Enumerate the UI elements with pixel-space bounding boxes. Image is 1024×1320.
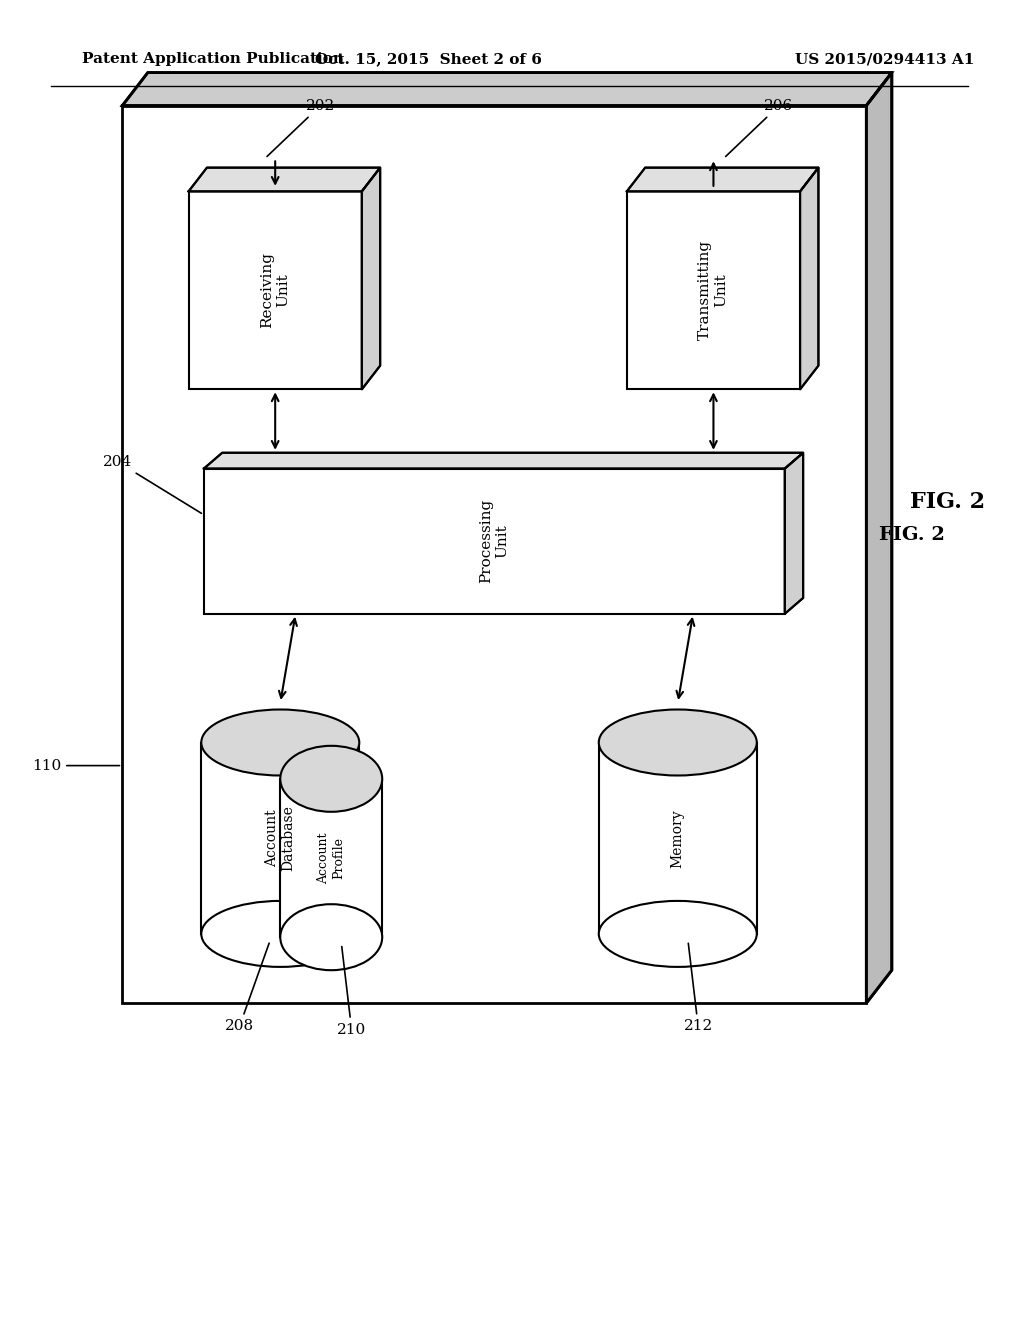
Polygon shape (188, 168, 380, 191)
Text: FIG. 2: FIG. 2 (910, 491, 985, 512)
FancyBboxPatch shape (627, 191, 800, 389)
Polygon shape (784, 453, 803, 614)
Ellipse shape (599, 710, 757, 776)
FancyBboxPatch shape (188, 191, 361, 389)
Text: FIG. 2: FIG. 2 (880, 525, 945, 544)
Text: 210: 210 (337, 946, 367, 1036)
Ellipse shape (281, 904, 382, 970)
Ellipse shape (202, 902, 359, 968)
Ellipse shape (281, 746, 382, 812)
FancyBboxPatch shape (204, 469, 784, 614)
Polygon shape (204, 453, 803, 469)
Polygon shape (800, 168, 818, 389)
Text: 204: 204 (103, 455, 202, 513)
Text: Oct. 15, 2015  Sheet 2 of 6: Oct. 15, 2015 Sheet 2 of 6 (314, 53, 542, 66)
Text: Transmitting
Unit: Transmitting Unit (698, 240, 728, 341)
Text: Processing
Unit: Processing Unit (479, 499, 509, 583)
Text: Receiving
Unit: Receiving Unit (260, 252, 290, 329)
Ellipse shape (202, 710, 359, 776)
Ellipse shape (599, 902, 757, 968)
FancyBboxPatch shape (122, 106, 866, 1003)
Text: Account
Database: Account Database (265, 805, 295, 871)
Text: Patent Application Publication: Patent Application Publication (82, 53, 343, 66)
FancyBboxPatch shape (202, 742, 359, 935)
Text: US 2015/0294413 A1: US 2015/0294413 A1 (795, 53, 975, 66)
Text: 212: 212 (684, 944, 713, 1034)
Text: 202: 202 (267, 99, 335, 157)
FancyBboxPatch shape (599, 742, 757, 935)
Polygon shape (627, 168, 818, 191)
Polygon shape (361, 168, 380, 389)
Polygon shape (866, 73, 892, 1003)
Polygon shape (122, 73, 892, 106)
Text: 206: 206 (726, 99, 794, 157)
Text: Account
Profile: Account Profile (317, 832, 345, 884)
FancyBboxPatch shape (281, 779, 382, 937)
Text: Memory: Memory (671, 809, 685, 867)
Text: 208: 208 (225, 942, 269, 1034)
Text: 110: 110 (32, 759, 120, 772)
